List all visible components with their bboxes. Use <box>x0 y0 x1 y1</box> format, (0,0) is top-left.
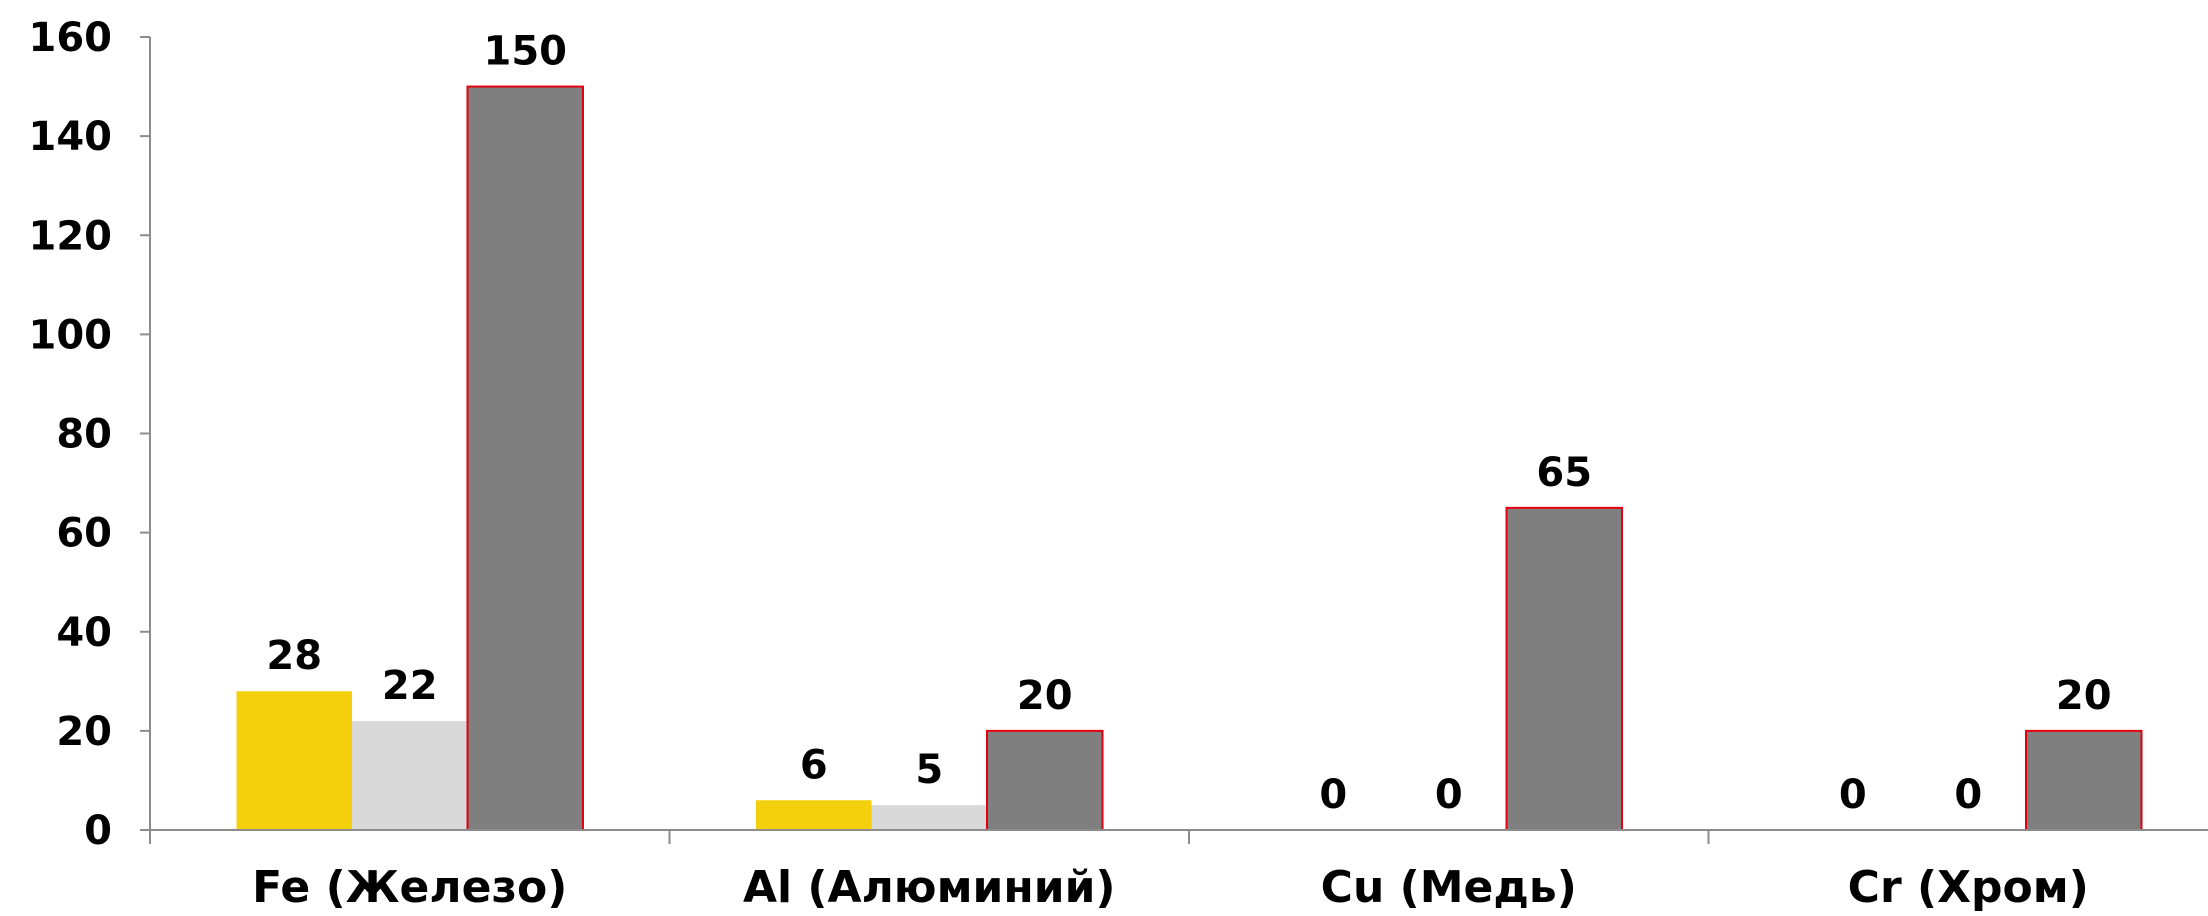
category-label-2: Al (Алюминий) <box>743 862 1116 913</box>
data-label-category-4-series-1: 0 <box>1839 772 1867 818</box>
data-label-category-1-series-1: 28 <box>266 633 322 679</box>
bars-layer <box>236 85 2143 831</box>
data-label-category-3-series-3: 65 <box>1536 450 1592 496</box>
data-label-category-2-series-3: 20 <box>1017 673 1073 719</box>
bar-category-1-series-2 <box>352 720 468 830</box>
axes-layer <box>140 36 2208 844</box>
data-label-category-2-series-2: 5 <box>915 747 943 793</box>
data-label-category-1-series-2: 22 <box>382 663 438 709</box>
y-tick-label: 20 <box>56 709 112 755</box>
bar-category-1-series-1 <box>236 691 352 830</box>
y-tick-label: 80 <box>56 412 112 458</box>
bar-category-2-series-2 <box>871 805 987 830</box>
y-tick-label: 120 <box>29 213 113 259</box>
y-tick-label: 160 <box>29 15 113 61</box>
bar-category-3-series-3 <box>1505 506 1623 831</box>
data-label-category-3-series-1: 0 <box>1319 772 1347 818</box>
category-label-4: Cr (Хром) <box>1848 862 2089 913</box>
y-tick-label: 140 <box>29 114 113 160</box>
data-label-category-3-series-2: 0 <box>1435 772 1463 818</box>
data-label-category-2-series-1: 6 <box>800 742 828 788</box>
y-tick-label: 60 <box>56 511 112 557</box>
data-label-category-4-series-3: 20 <box>2056 673 2112 719</box>
y-tick-label: 100 <box>29 312 113 358</box>
bar-category-2-series-3 <box>986 729 1104 831</box>
y-tick-label: 0 <box>84 808 112 854</box>
bar-category-4-series-3 <box>2025 729 2143 831</box>
data-label-category-1-series-3: 150 <box>484 29 568 75</box>
data-label-category-4-series-2: 0 <box>1954 772 1982 818</box>
y-tick-label: 40 <box>56 610 112 656</box>
bar-category-2-series-1 <box>756 800 872 830</box>
bar-category-1-series-3 <box>466 85 584 831</box>
category-label-3: Cu (Медь) <box>1321 862 1577 913</box>
category-label-1: Fe (Железо) <box>252 862 567 913</box>
